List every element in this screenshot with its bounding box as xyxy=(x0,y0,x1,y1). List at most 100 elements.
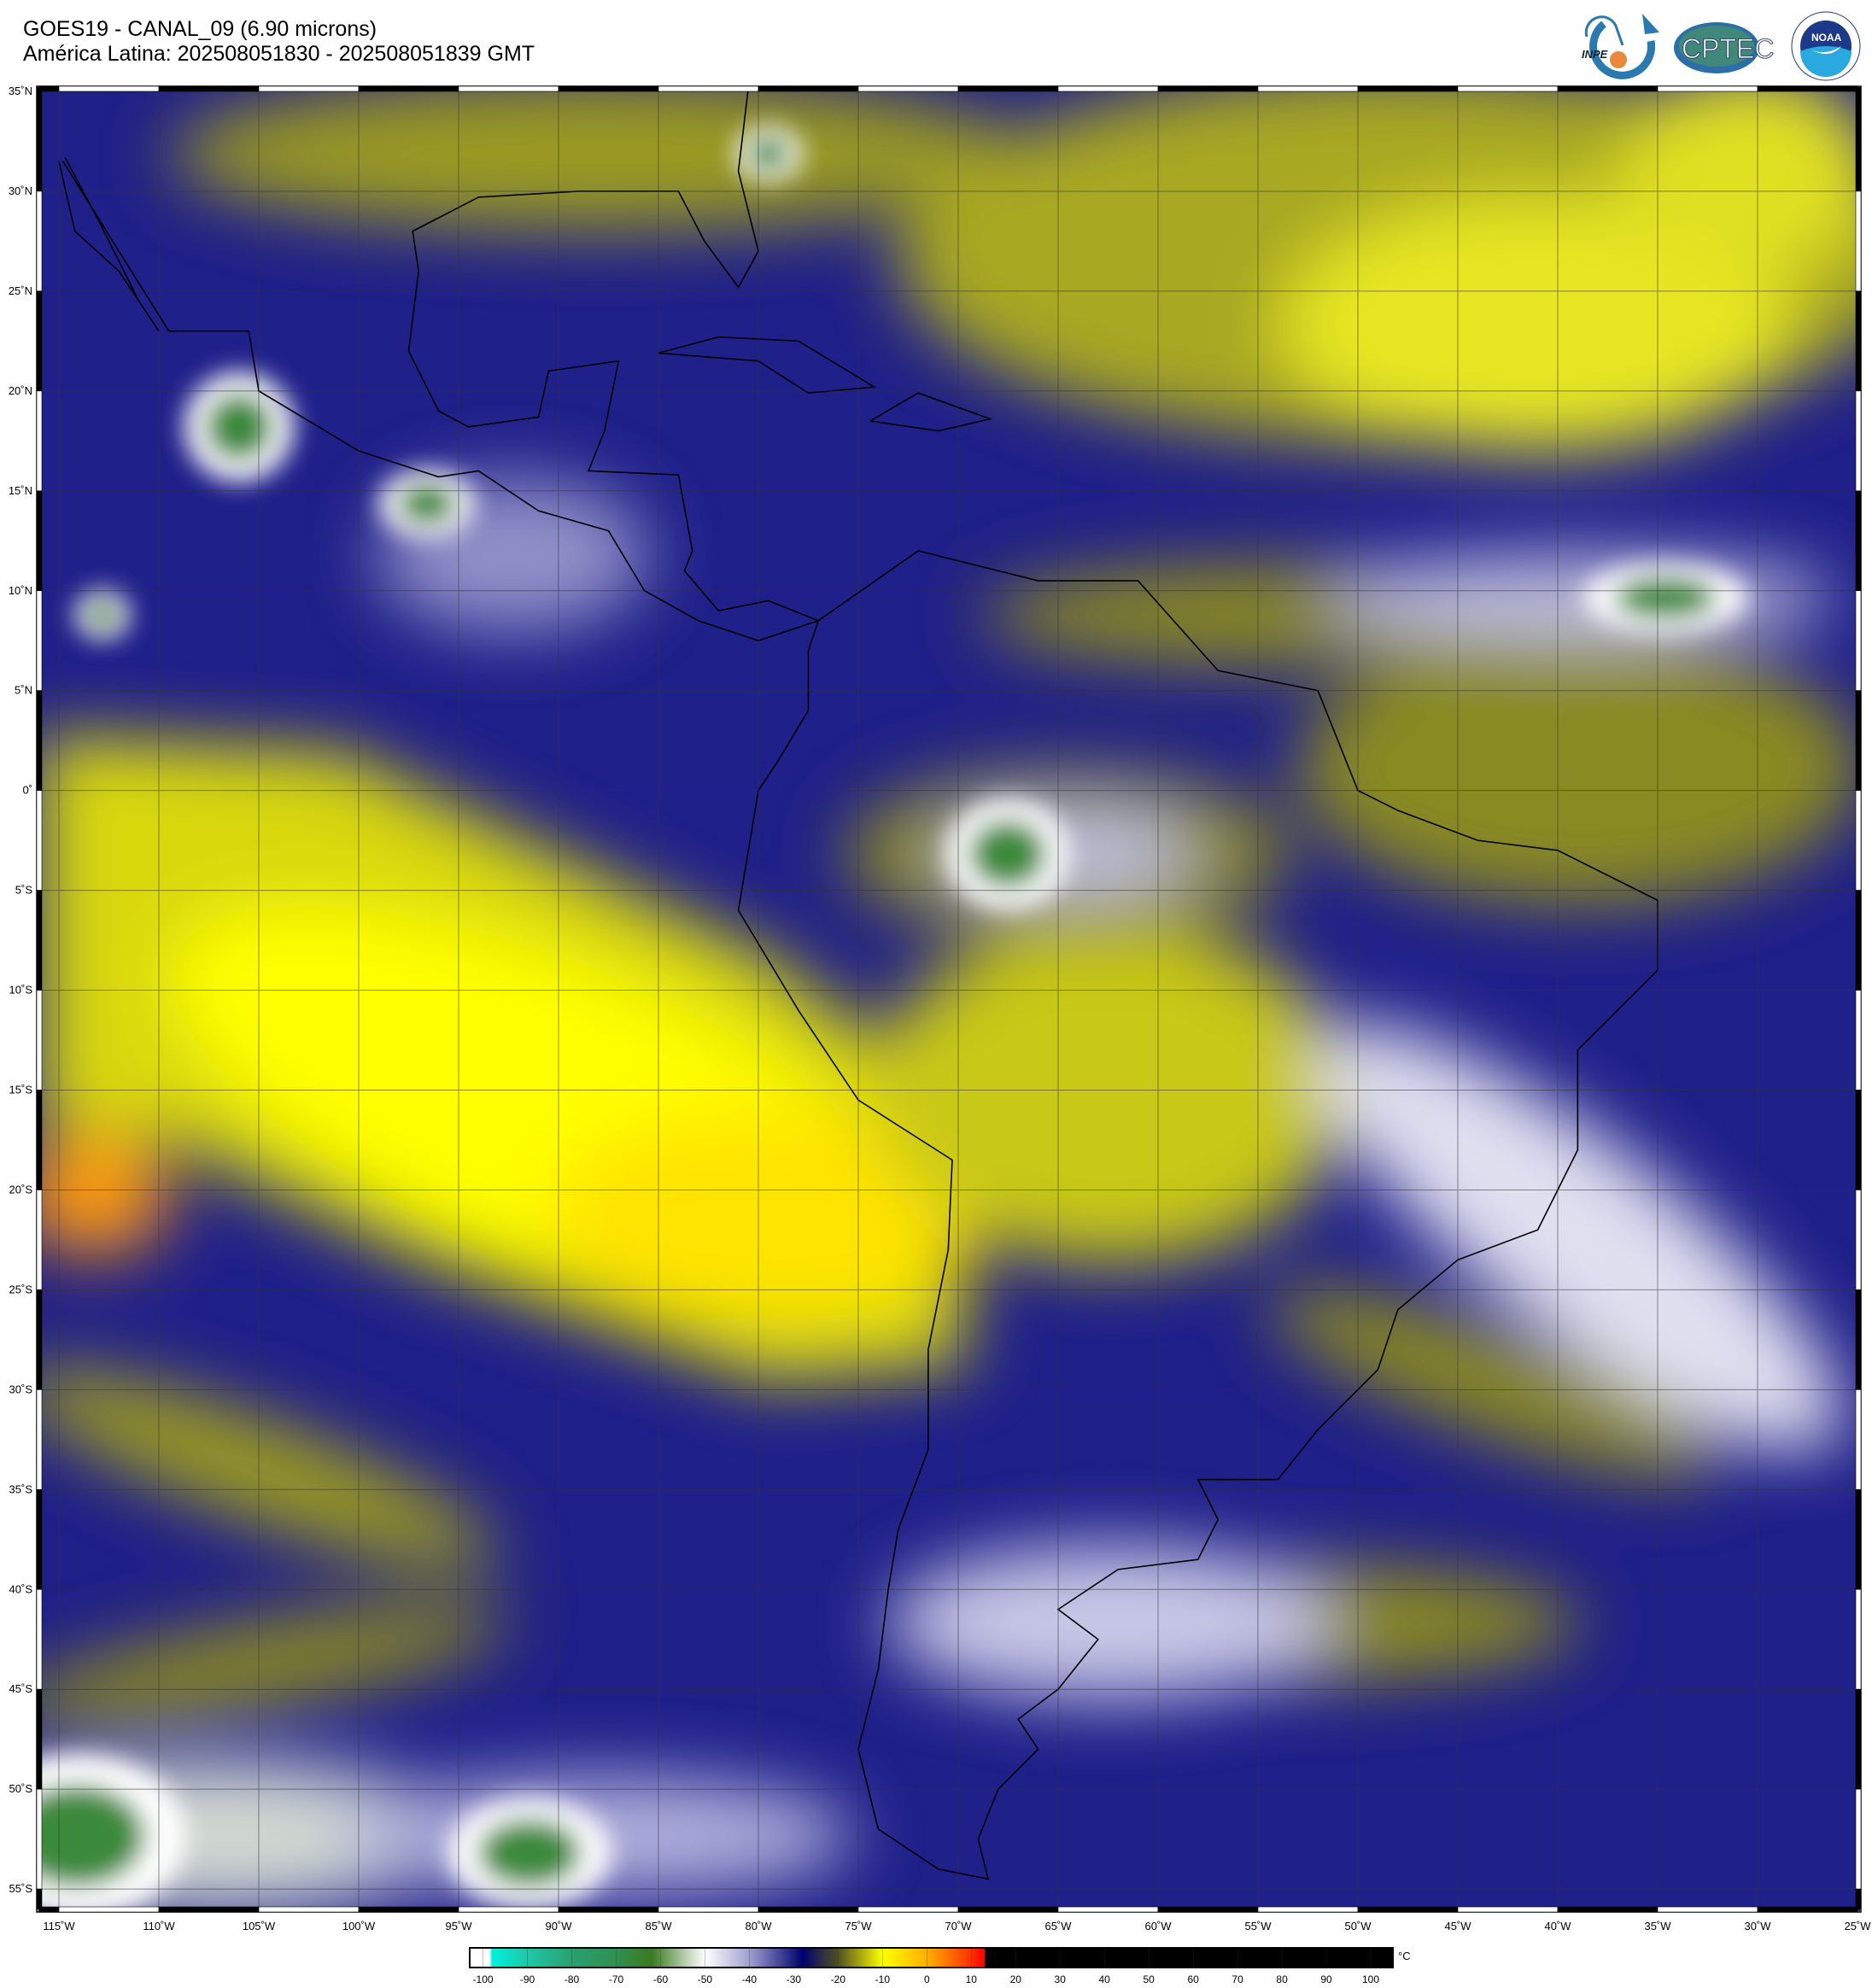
frame-segment xyxy=(458,85,559,92)
frame-segment xyxy=(857,1906,959,1913)
frame-segment xyxy=(258,1906,360,1913)
cloud-top xyxy=(397,482,457,525)
longitude-label: 25˚W xyxy=(1844,1920,1871,1932)
cloud-field xyxy=(871,922,1349,1264)
frame-segment xyxy=(1057,85,1159,92)
cloud-field xyxy=(1269,1288,1720,1479)
frame-segment xyxy=(36,1588,43,1690)
frame-segment xyxy=(58,85,160,92)
imagery xyxy=(38,87,1860,1911)
frame-segment xyxy=(957,1906,1059,1913)
longitude-label: 75˚W xyxy=(845,1920,872,1932)
longitude-label: 55˚W xyxy=(1244,1920,1272,1932)
cloud-field xyxy=(1623,87,1860,273)
frame-segment xyxy=(1855,590,1862,691)
frame-segment xyxy=(1855,1090,1862,1190)
logos: INPE CPTEC NOAA xyxy=(1582,11,1861,81)
frame-segment xyxy=(158,85,260,92)
cloud-field xyxy=(888,1546,1332,1699)
cptec-logo: CPTEC xyxy=(1674,22,1775,73)
frame-segment xyxy=(658,85,759,92)
frame-segment xyxy=(1057,1906,1159,1913)
longitude-label: 60˚W xyxy=(1144,1920,1172,1932)
longitude-label: 90˚W xyxy=(545,1920,572,1932)
frame-segment xyxy=(1855,290,1862,392)
frame-segment xyxy=(36,1389,43,1490)
latitude-label: 20˚N xyxy=(9,384,32,397)
frame-segment xyxy=(558,85,659,92)
frame-segment xyxy=(36,1190,43,1290)
latitude-label: 15˚S xyxy=(9,1084,33,1096)
frame-segment xyxy=(36,490,43,592)
svg-text:NOAA: NOAA xyxy=(1811,32,1842,44)
latitude-label: 35˚N xyxy=(9,85,32,97)
longitude-label: 115˚W xyxy=(43,1920,75,1932)
frame-segment xyxy=(1257,85,1359,92)
frame-segment xyxy=(36,190,43,292)
cloud-field xyxy=(38,1604,509,1727)
frame-segment xyxy=(957,85,1059,92)
frame-segment xyxy=(1757,85,1858,92)
longitude-label: 50˚W xyxy=(1344,1920,1372,1932)
frame-segment xyxy=(258,85,360,92)
longitude-label: 65˚W xyxy=(1044,1920,1072,1932)
longitude-label: 45˚W xyxy=(1444,1920,1471,1932)
frame-segment xyxy=(1855,1588,1862,1690)
frame-segment xyxy=(1855,1389,1862,1490)
cloud-field xyxy=(1324,555,1836,640)
latitude-label: 25˚S xyxy=(9,1283,33,1295)
latitude-label: 10˚S xyxy=(9,984,33,997)
colorbar-unit: °C xyxy=(1398,1950,1411,1962)
cloud-field xyxy=(1317,1025,1843,1452)
longitude-label: 105˚W xyxy=(243,1920,276,1932)
svg-text:CPTEC: CPTEC xyxy=(1682,33,1774,64)
frame-segment xyxy=(1855,190,1862,292)
longitude-label: 85˚W xyxy=(645,1920,672,1932)
latitude-label: 20˚S xyxy=(9,1183,33,1196)
latitude-label: 0˚ xyxy=(22,784,32,797)
longitude-label: 35˚W xyxy=(1644,1920,1671,1932)
frame-segment xyxy=(1855,490,1862,592)
frame-segment xyxy=(36,87,43,192)
imagery-fields xyxy=(38,87,1860,1911)
cloud-top xyxy=(205,393,273,461)
latitude-label: 15˚N xyxy=(9,484,32,497)
coastline xyxy=(869,392,993,432)
cold-cloud-tops xyxy=(38,126,1747,1911)
frame-segment xyxy=(1757,1906,1858,1913)
cloud-field xyxy=(38,1368,498,1570)
frame-segment xyxy=(1157,1906,1259,1913)
cloud-top xyxy=(85,599,120,630)
frame-segment xyxy=(1855,87,1862,192)
frame-segment xyxy=(36,590,43,691)
frame-segment xyxy=(1855,690,1862,791)
frame-segment xyxy=(1457,85,1559,92)
latitude-label: 40˚S xyxy=(9,1582,33,1595)
longitude-label: 70˚W xyxy=(945,1920,972,1932)
longitude-label: 95˚W xyxy=(445,1920,472,1932)
frame-segment xyxy=(1855,990,1862,1090)
coastline xyxy=(737,550,1658,1880)
frame-segment xyxy=(158,1906,260,1913)
frame-segment xyxy=(1855,1190,1862,1290)
title-line-1: GOES19 - CANAL_09 (6.90 microns) xyxy=(23,17,377,41)
latitude-label: 55˚S xyxy=(9,1882,33,1895)
frame-segment xyxy=(358,85,459,92)
axis-labels: 35˚N 30˚N 25˚N 20˚N 15˚N 10˚N 5˚N 0˚ 5˚S 10˚S 15˚S… xyxy=(9,85,1871,1932)
frame-segment xyxy=(358,1906,459,1913)
cloud-top xyxy=(1614,576,1717,619)
latitude-label: 35˚S xyxy=(9,1482,33,1495)
frame-segment xyxy=(36,790,43,891)
cloud-field xyxy=(1281,196,1793,453)
frame-segment xyxy=(1357,85,1459,92)
noaa-logo: NOAA xyxy=(1791,11,1861,81)
title-line-2: América Latina: 202508051830 - 202508051… xyxy=(23,42,535,66)
frame-segment xyxy=(658,1906,759,1913)
svg-text:INPE: INPE xyxy=(1582,48,1608,61)
latitude-label: 30˚N xyxy=(9,184,32,197)
frame-segment xyxy=(36,390,43,492)
frame-segment xyxy=(1657,1906,1758,1913)
frame-segment xyxy=(1257,1906,1359,1913)
frame-segment xyxy=(36,1788,43,1890)
